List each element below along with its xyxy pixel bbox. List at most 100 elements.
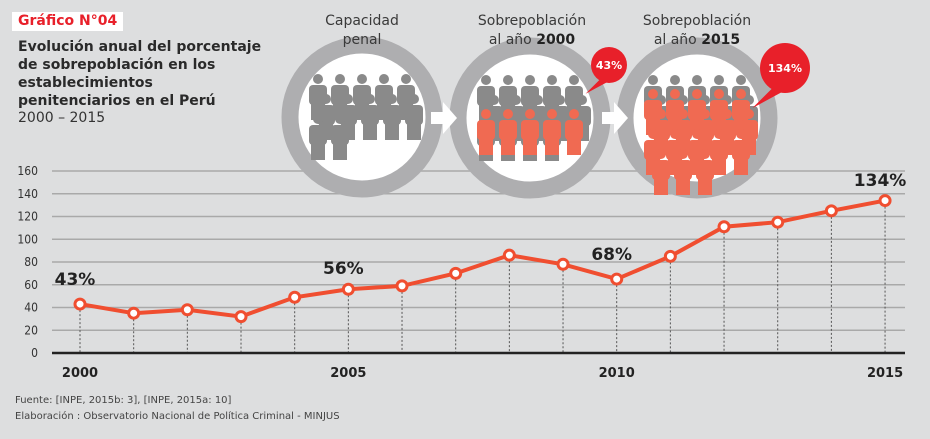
person-head xyxy=(678,149,688,159)
person-legs xyxy=(363,124,377,140)
source-note: Fuente: [INPE, 2015b: 3], [INPE, 2015a: … xyxy=(15,395,232,406)
person-head xyxy=(678,109,688,119)
person-body xyxy=(521,120,539,140)
person-head xyxy=(533,95,543,105)
person-head xyxy=(577,95,587,105)
person-legs xyxy=(734,159,748,175)
panel-caption-2000: Sobrepoblación al año 2000 xyxy=(477,13,587,48)
people-icon xyxy=(644,75,758,195)
person-head xyxy=(379,74,389,84)
y-tick-label: 20 xyxy=(24,323,38,337)
person-head xyxy=(555,95,565,105)
person-head xyxy=(401,74,411,84)
person-head xyxy=(648,89,658,99)
person-legs xyxy=(712,159,726,175)
person-legs xyxy=(407,124,421,140)
data-point xyxy=(502,248,516,262)
person-body xyxy=(565,120,583,140)
x-tick-label: 2000 xyxy=(62,366,98,381)
person-head xyxy=(736,75,746,85)
person-body xyxy=(405,105,423,125)
person-head xyxy=(714,89,724,99)
annotation-label: 43% xyxy=(55,270,96,290)
bubble-percentage: 43% xyxy=(596,59,622,72)
y-tick-label: 40 xyxy=(24,301,38,315)
series-line xyxy=(79,198,886,319)
person-head xyxy=(700,109,710,119)
data-point xyxy=(341,282,355,296)
person-legs xyxy=(698,179,712,195)
annotation-label: 56% xyxy=(323,259,364,279)
speech-bubble xyxy=(760,43,810,93)
person-head xyxy=(313,74,323,84)
person-body xyxy=(477,120,495,140)
data-point xyxy=(824,204,838,218)
data-point xyxy=(556,257,570,271)
data-point xyxy=(610,272,624,286)
person-head xyxy=(313,114,323,124)
person-head xyxy=(503,109,513,119)
x-tick-label: 2015 xyxy=(867,366,903,381)
data-point xyxy=(449,266,463,280)
person-legs xyxy=(567,139,581,155)
person-head xyxy=(525,75,535,85)
people-icon xyxy=(477,75,591,161)
y-tick-label: 80 xyxy=(24,255,38,269)
chart-number-badge: Gráfico N°04 xyxy=(12,12,124,31)
person-head xyxy=(547,75,557,85)
person-legs xyxy=(654,179,668,195)
credit-note: Elaboración : Observatorio Nacional de P… xyxy=(15,411,340,422)
person-head xyxy=(365,94,375,104)
panel-0 xyxy=(281,36,443,198)
person-head xyxy=(670,129,680,139)
person-head xyxy=(714,75,724,85)
person-head xyxy=(722,109,732,119)
person-body xyxy=(652,160,670,180)
person-legs xyxy=(479,139,493,155)
person-head xyxy=(321,94,331,104)
person-head xyxy=(736,129,746,139)
person-legs xyxy=(385,124,399,140)
person-head xyxy=(335,114,345,124)
person-head xyxy=(692,129,702,139)
person-head xyxy=(481,109,491,119)
y-tick-label: 0 xyxy=(31,346,38,360)
person-head xyxy=(387,94,397,104)
data-point xyxy=(395,279,409,293)
person-legs xyxy=(501,139,515,155)
data-point xyxy=(878,194,892,208)
person-body xyxy=(309,125,327,145)
person-head xyxy=(547,109,557,119)
person-head xyxy=(481,75,491,85)
speech-bubble xyxy=(591,47,627,83)
person-head xyxy=(656,109,666,119)
data-point xyxy=(771,215,785,229)
panel-1 xyxy=(449,37,611,199)
person-legs xyxy=(523,139,537,155)
person-body xyxy=(383,105,401,125)
person-legs xyxy=(545,139,559,155)
person-body xyxy=(543,120,561,140)
chart-subtitle: 2000 – 2015 xyxy=(18,110,106,126)
person-head xyxy=(511,95,521,105)
annotation-label: 134% xyxy=(854,171,907,191)
arrow-right-icon xyxy=(431,102,457,134)
speech-bubble-tail xyxy=(752,88,783,108)
panel-2 xyxy=(616,37,778,199)
person-legs xyxy=(333,144,347,160)
data-point xyxy=(288,290,302,304)
person-head xyxy=(525,109,535,119)
people-icon xyxy=(309,74,423,160)
person-body xyxy=(331,125,349,145)
y-tick-label: 120 xyxy=(17,210,38,224)
person-head xyxy=(736,89,746,99)
person-head xyxy=(656,149,666,159)
y-tick-label: 160 xyxy=(17,164,38,178)
person-head xyxy=(335,74,345,84)
person-head xyxy=(700,149,710,159)
person-legs xyxy=(676,179,690,195)
y-tick-label: 140 xyxy=(17,187,38,201)
person-head xyxy=(670,75,680,85)
person-head xyxy=(648,129,658,139)
